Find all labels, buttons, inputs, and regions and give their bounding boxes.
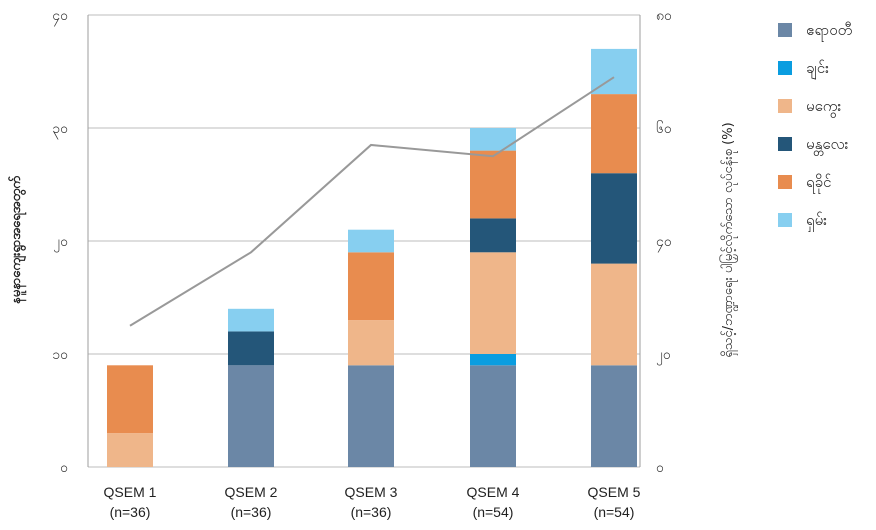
right-axis-title: ရှိသင့်/ဘဏ္ဍာရေး ပါမြှင့်လိုက်သော လုပ်ငန… (719, 122, 738, 357)
bar-segment (591, 263, 637, 366)
category-label: QSEM 2 (225, 484, 278, 500)
bar-segment (470, 150, 516, 219)
left-axis-ticks: ၀ ၁၀ ၂၀ ၃၀ ၄၀ (52, 8, 68, 476)
legend-swatch (778, 137, 792, 151)
line-series (129, 76, 615, 327)
left-tick-label: ၃၀ (52, 121, 68, 139)
bar-segment (348, 229, 394, 253)
x-axis-categories: QSEM 1 (n=36) QSEM 2 (n=36) QSEM 3 (n=36) QSEM… (104, 484, 641, 520)
category-count: (n=54) (473, 504, 514, 520)
bar-segment (228, 365, 274, 467)
bar-segment (348, 320, 394, 366)
right-tick-label: ၆၀ (656, 121, 672, 137)
bar-segment (470, 128, 516, 151)
bar-segment (470, 365, 516, 467)
category-label: QSEM 1 (104, 484, 157, 500)
left-tick-label: ၀ (60, 460, 68, 476)
legend-label: ရှမ်း (806, 211, 827, 232)
legend: ဧရာဝတီချင်းမကွေးမန္တလေးရခိုင်ရှမ်း (778, 21, 852, 232)
legend-swatch (778, 213, 792, 227)
legend-label: ရခိုင် (806, 173, 831, 194)
left-axis-title: နမူနာကျေးရွာအရေအတွက် (7, 176, 27, 304)
right-axis-ticks: ၀ ၂၀ ၄၀ ၆၀ ၈၀ (656, 8, 672, 476)
bar-segment (107, 365, 153, 434)
category-label: QSEM 3 (345, 484, 398, 500)
bar-segment (348, 252, 394, 321)
bar-segment (228, 331, 274, 366)
legend-label: မကွေး (806, 97, 841, 118)
legend-label: မန္တလေး (806, 135, 849, 156)
bar-segment (228, 308, 274, 332)
category-label: QSEM 5 (588, 484, 641, 500)
category-label: QSEM 4 (467, 484, 520, 500)
right-tick-label: ၈၀ (656, 8, 672, 24)
right-tick-label: ၀ (656, 460, 664, 476)
bar-segment (470, 354, 516, 366)
bar-segment (591, 173, 637, 264)
right-tick-label: ၄၀ (656, 234, 672, 252)
legend-swatch (778, 99, 792, 113)
bar-segment (470, 252, 516, 354)
left-tick-label: ၁၀ (52, 347, 68, 363)
bars (107, 48, 637, 467)
category-count: (n=36) (110, 504, 151, 520)
legend-label: ချင်း (806, 59, 829, 80)
legend-label: ဧရာဝတီ (806, 21, 852, 42)
category-count: (n=36) (231, 504, 272, 520)
legend-swatch (778, 23, 792, 37)
right-tick-label: ၂၀ (656, 347, 671, 365)
bar-segment (348, 365, 394, 467)
left-tick-label: ၄၀ (52, 8, 68, 26)
bar-segment (591, 94, 637, 174)
legend-swatch (778, 175, 792, 189)
legend-swatch (778, 61, 792, 75)
category-count: (n=36) (351, 504, 392, 520)
bar-segment (470, 218, 516, 253)
category-count: (n=54) (594, 504, 635, 520)
bar-segment (591, 365, 637, 467)
bar-segment (107, 433, 153, 467)
left-tick-label: ၂၀ (53, 234, 68, 252)
